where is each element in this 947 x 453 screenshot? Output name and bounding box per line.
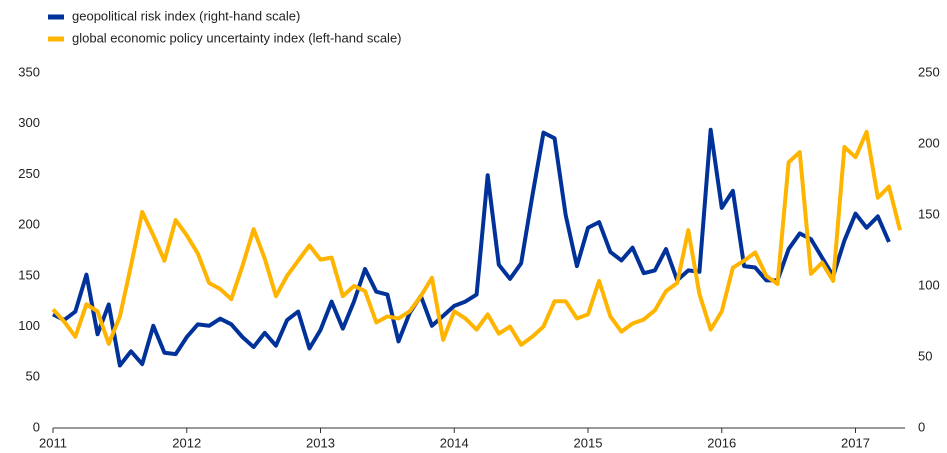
legend-label: global economic policy uncertainty index… [72,30,402,45]
y2-tick-label: 150 [918,206,940,221]
y2-tick-label: 200 [918,135,940,150]
y-tick-label: 350 [18,64,40,79]
y-tick-label: 300 [18,115,40,130]
x-tick-label: 2014 [440,435,469,450]
legend-label: geopolitical risk index (right-hand scal… [72,8,300,23]
y-tick-label: 250 [18,166,40,181]
y-tick-label: 0 [33,419,40,434]
y-tick-label: 200 [18,217,40,232]
y2-tick-label: 100 [918,277,940,292]
x-tick-label: 2016 [707,435,736,450]
y2-tick-label: 250 [918,64,940,79]
y-tick-label: 50 [26,369,40,384]
x-tick-label: 2011 [39,435,67,450]
y-tick-label: 100 [18,318,40,333]
x-tick-label: 2013 [306,435,335,450]
x-tick-label: 2012 [172,435,201,450]
series-line [51,129,902,347]
y2-tick-label: 50 [918,348,932,363]
y-tick-label: 150 [18,267,40,282]
x-tick-label: 2017 [841,435,870,450]
series-line [52,127,891,368]
x-tick-label: 2015 [574,435,603,450]
y2-tick-label: 0 [918,419,925,434]
